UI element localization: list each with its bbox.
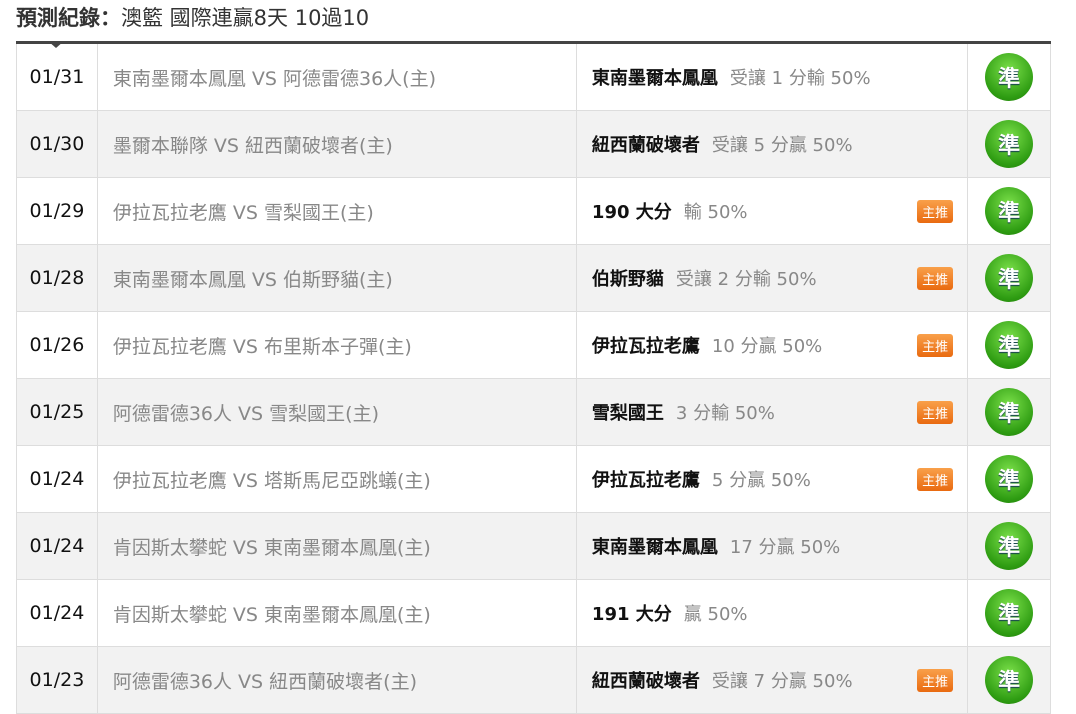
pick-team: 伯斯野貓 bbox=[591, 269, 664, 290]
correct-icon: 準 bbox=[985, 455, 1034, 503]
match-cell[interactable]: 東南墨爾本鳳凰 VS 阿德雷德36人(主) bbox=[98, 44, 577, 110]
date-cell: 01/24 bbox=[17, 446, 98, 512]
main-pick-badge: 主推 bbox=[917, 200, 954, 223]
table-row: 01/24 伊拉瓦拉老鷹 VS 塔斯馬尼亞跳蟻(主) 伊拉瓦拉老鷹 5 分贏 50… bbox=[16, 446, 1051, 513]
main-pick-badge: 主推 bbox=[917, 267, 954, 290]
pick-cell: 190 大分輸 50% 主推 bbox=[577, 178, 969, 244]
pick-team: 紐西蘭破壞者 bbox=[591, 135, 700, 156]
match-cell[interactable]: 東南墨爾本鳳凰 VS 伯斯野貓(主) bbox=[98, 245, 577, 311]
prediction-table: 01/31 東南墨爾本鳳凰 VS 阿德雷德36人(主) 東南墨爾本鳳凰 受讓 1 … bbox=[16, 41, 1051, 714]
table-row: 01/24 肯因斯太攀蛇 VS 東南墨爾本鳳凰(主) 東南墨爾本鳳凰 17 分贏 … bbox=[16, 513, 1051, 580]
date-cell: 01/29 bbox=[17, 178, 98, 244]
table-row: 01/29 伊拉瓦拉老鷹 VS 雪梨國王(主) 190 大分輸 50% 主推 準 bbox=[16, 178, 1051, 245]
match-cell[interactable]: 伊拉瓦拉老鷹 VS 塔斯馬尼亞跳蟻(主) bbox=[98, 446, 577, 512]
match-cell[interactable]: 阿德雷德36人 VS 紐西蘭破壞者(主) bbox=[98, 647, 577, 713]
pick-odds: 受讓 7 分贏 50% bbox=[711, 671, 853, 692]
pick-odds: 受讓 1 分輸 50% bbox=[729, 68, 871, 89]
table-row: 01/23 阿德雷德36人 VS 紐西蘭破壞者(主) 紐西蘭破壞者 受讓 7 分贏… bbox=[16, 647, 1051, 714]
result-cell: 準 bbox=[968, 44, 1050, 110]
pick-team: 紐西蘭破壞者 bbox=[591, 671, 700, 692]
pick-cell: 191 大分贏 50% bbox=[577, 580, 969, 646]
correct-icon: 準 bbox=[985, 187, 1034, 235]
pick-odds: 5 分贏 50% bbox=[711, 470, 811, 491]
date-cell: 01/23 bbox=[17, 647, 98, 713]
pick-team: 東南墨爾本鳳凰 bbox=[591, 537, 718, 558]
result-cell: 準 bbox=[968, 178, 1050, 244]
match-cell[interactable]: 墨爾本聯隊 VS 紐西蘭破壞者(主) bbox=[98, 111, 577, 177]
result-cell: 準 bbox=[968, 580, 1050, 646]
correct-icon: 準 bbox=[985, 589, 1034, 637]
correct-icon: 準 bbox=[985, 656, 1034, 704]
pick-team: 東南墨爾本鳳凰 bbox=[591, 68, 718, 89]
pick-cell: 伊拉瓦拉老鷹 10 分贏 50% 主推 bbox=[577, 312, 969, 378]
pick-odds: 3 分輸 50% bbox=[675, 403, 775, 424]
pick-odds: 受讓 2 分輸 50% bbox=[675, 269, 817, 290]
correct-icon: 準 bbox=[985, 120, 1034, 168]
date-cell: 01/28 bbox=[17, 245, 98, 311]
pick-odds: 受讓 5 分贏 50% bbox=[711, 135, 853, 156]
pick-cell: 伊拉瓦拉老鷹 5 分贏 50% 主推 bbox=[577, 446, 969, 512]
pick-team: 伊拉瓦拉老鷹 bbox=[591, 336, 700, 357]
date-cell: 01/26 bbox=[17, 312, 98, 378]
table-row: 01/24 肯因斯太攀蛇 VS 東南墨爾本鳳凰(主) 191 大分贏 50% 準 bbox=[16, 580, 1051, 647]
result-cell: 準 bbox=[968, 446, 1050, 512]
table-row: 01/31 東南墨爾本鳳凰 VS 阿德雷德36人(主) 東南墨爾本鳳凰 受讓 1 … bbox=[16, 44, 1051, 111]
result-cell: 準 bbox=[968, 647, 1050, 713]
table-row: 01/25 阿德雷德36人 VS 雪梨國王(主) 雪梨國王 3 分輸 50% 主推 … bbox=[16, 379, 1051, 446]
correct-icon: 準 bbox=[985, 388, 1034, 436]
table-row: 01/26 伊拉瓦拉老鷹 VS 布里斯本子彈(主) 伊拉瓦拉老鷹 10 分贏 50… bbox=[16, 312, 1051, 379]
pick-team: 191 大分 bbox=[591, 604, 672, 625]
match-cell[interactable]: 肯因斯太攀蛇 VS 東南墨爾本鳳凰(主) bbox=[98, 513, 577, 579]
date-cell: 01/25 bbox=[17, 379, 98, 445]
pick-cell: 紐西蘭破壞者 受讓 5 分贏 50% bbox=[577, 111, 969, 177]
pick-odds: 17 分贏 50% bbox=[729, 537, 841, 558]
result-cell: 準 bbox=[968, 513, 1050, 579]
pick-team: 190 大分 bbox=[591, 202, 672, 223]
main-pick-badge: 主推 bbox=[917, 334, 954, 357]
pick-cell: 紐西蘭破壞者 受讓 7 分贏 50% 主推 bbox=[577, 647, 969, 713]
date-cell: 01/31 bbox=[17, 44, 98, 110]
match-cell[interactable]: 阿德雷德36人 VS 雪梨國王(主) bbox=[98, 379, 577, 445]
main-pick-badge: 主推 bbox=[917, 468, 954, 491]
main-pick-badge: 主推 bbox=[917, 669, 954, 692]
tab-indicator bbox=[48, 41, 64, 48]
page-title: 預測紀錄：澳籃 國際連贏8天 10過10 bbox=[16, 6, 370, 30]
date-cell: 01/30 bbox=[17, 111, 98, 177]
pick-odds: 贏 50% bbox=[683, 604, 748, 625]
result-cell: 準 bbox=[968, 379, 1050, 445]
date-cell: 01/24 bbox=[17, 580, 98, 646]
pick-odds: 10 分贏 50% bbox=[711, 336, 823, 357]
result-cell: 準 bbox=[968, 245, 1050, 311]
match-cell[interactable]: 肯因斯太攀蛇 VS 東南墨爾本鳳凰(主) bbox=[98, 580, 577, 646]
pick-odds: 輸 50% bbox=[683, 202, 748, 223]
pick-cell: 伯斯野貓 受讓 2 分輸 50% 主推 bbox=[577, 245, 969, 311]
pick-cell: 雪梨國王 3 分輸 50% 主推 bbox=[577, 379, 969, 445]
date-cell: 01/24 bbox=[17, 513, 98, 579]
match-cell[interactable]: 伊拉瓦拉老鷹 VS 布里斯本子彈(主) bbox=[98, 312, 577, 378]
result-cell: 準 bbox=[968, 111, 1050, 177]
pick-team: 伊拉瓦拉老鷹 bbox=[591, 470, 700, 491]
pick-team: 雪梨國王 bbox=[591, 403, 664, 424]
table-row: 01/30 墨爾本聯隊 VS 紐西蘭破壞者(主) 紐西蘭破壞者 受讓 5 分贏 5… bbox=[16, 111, 1051, 178]
correct-icon: 準 bbox=[985, 254, 1034, 302]
result-cell: 準 bbox=[968, 312, 1050, 378]
correct-icon: 準 bbox=[985, 522, 1034, 570]
correct-icon: 準 bbox=[985, 53, 1034, 101]
pick-cell: 東南墨爾本鳳凰 17 分贏 50% bbox=[577, 513, 969, 579]
pick-cell: 東南墨爾本鳳凰 受讓 1 分輸 50% bbox=[577, 44, 969, 110]
table-row: 01/28 東南墨爾本鳳凰 VS 伯斯野貓(主) 伯斯野貓 受讓 2 分輸 50%… bbox=[16, 245, 1051, 312]
main-pick-badge: 主推 bbox=[917, 401, 954, 424]
correct-icon: 準 bbox=[985, 321, 1034, 369]
match-cell[interactable]: 伊拉瓦拉老鷹 VS 雪梨國王(主) bbox=[98, 178, 577, 244]
